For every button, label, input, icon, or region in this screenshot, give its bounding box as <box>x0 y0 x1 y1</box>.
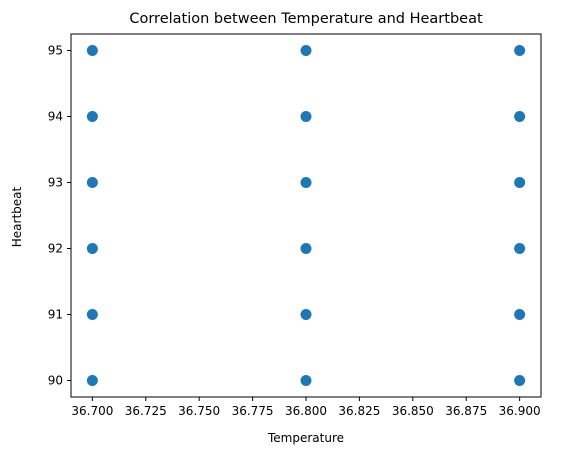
data-point <box>300 111 312 122</box>
x-tick-label: 36.875 <box>445 404 487 418</box>
y-tick-label: 93 <box>48 176 63 190</box>
y-axis-label: Heartbeat <box>10 186 24 247</box>
y-tick-label: 95 <box>48 44 63 58</box>
x-tick-label: 36.825 <box>338 404 380 418</box>
data-point <box>514 243 526 254</box>
data-point <box>514 375 526 386</box>
x-tick-label: 36.750 <box>178 404 220 418</box>
y-tick-label: 92 <box>48 242 63 256</box>
x-tick-label: 36.800 <box>285 404 327 418</box>
y-tick-label: 90 <box>48 374 63 388</box>
x-tick-label: 36.725 <box>125 404 167 418</box>
data-point <box>86 309 98 320</box>
data-point <box>300 177 312 188</box>
data-point <box>300 375 312 386</box>
data-point <box>300 309 312 320</box>
x-tick-label: 36.850 <box>392 404 434 418</box>
y-tick-label: 91 <box>48 308 63 322</box>
data-point <box>300 45 312 56</box>
data-point <box>86 243 98 254</box>
data-point <box>86 375 98 386</box>
plot-area: 36.700 36.725 36.750 36.775 36.800 36.825 36.8… <box>48 33 542 418</box>
data-point <box>514 45 526 56</box>
plot-frame <box>70 33 542 398</box>
data-point <box>300 243 312 254</box>
data-point <box>86 111 98 122</box>
data-point <box>86 45 98 56</box>
y-tick-label: 94 <box>48 110 63 124</box>
data-point <box>514 309 526 320</box>
data-point <box>86 177 98 188</box>
chart-title: Correlation between Temperature and Hear… <box>129 11 483 27</box>
x-tick-label: 36.775 <box>232 404 274 418</box>
x-axis-label: Temperature <box>267 431 344 445</box>
x-tick-label: 36.900 <box>499 404 541 418</box>
x-tick-label: 36.700 <box>71 404 113 418</box>
data-point <box>514 111 526 122</box>
data-point <box>514 177 526 188</box>
